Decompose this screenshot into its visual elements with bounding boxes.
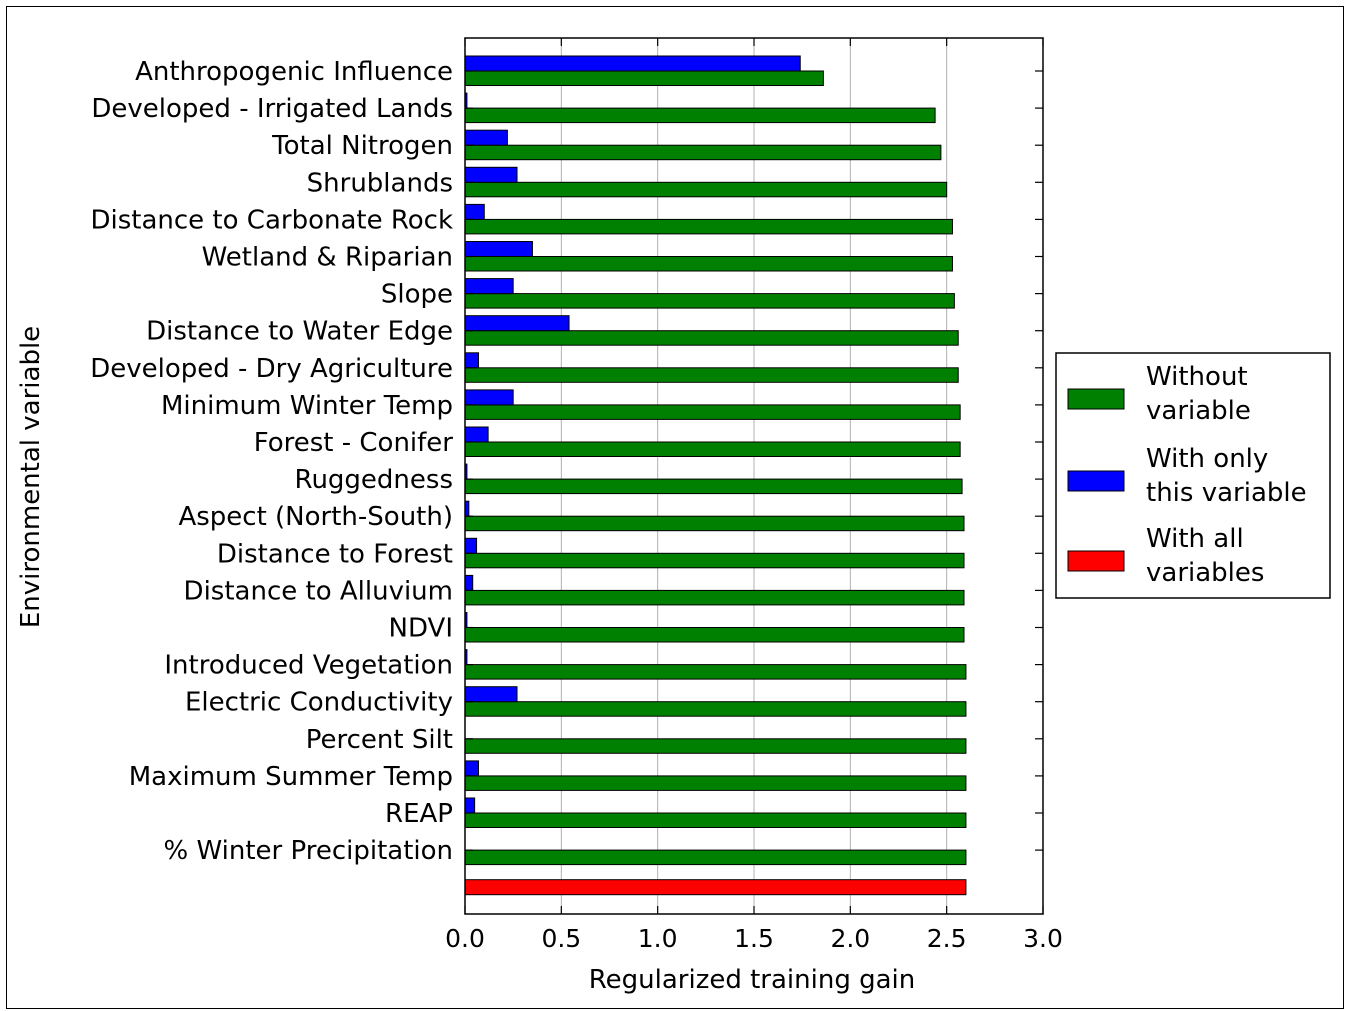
- category-label: Anthropogenic Influence: [135, 57, 453, 87]
- bar-without-variable: [464, 70, 824, 86]
- category-label: REAP: [385, 799, 453, 829]
- bar-with-only-this-variable: [464, 315, 570, 332]
- category-label: Forest - Conifer: [254, 428, 454, 458]
- bar-with-only-this-variable: [464, 241, 533, 257]
- bar-with-all-variables: [464, 879, 967, 896]
- bar-without-variable: [464, 589, 965, 606]
- bar-without-variable: [464, 256, 953, 272]
- bar-with-only-this-variable: [464, 352, 479, 369]
- legend-label: variable: [1146, 396, 1251, 426]
- category-label: % Winter Precipitation: [164, 836, 453, 866]
- bar-with-only-this-variable: [464, 537, 478, 554]
- bar-with-only-this-variable: [464, 129, 508, 146]
- bar-with-only-this-variable: [464, 278, 514, 295]
- category-label: Slope: [381, 280, 453, 310]
- category-label: Aspect (North-South): [178, 502, 453, 532]
- bar-without-variable: [464, 478, 963, 495]
- x-tick-label: 1.0: [638, 924, 678, 953]
- x-tick-label: 3.0: [1023, 924, 1063, 953]
- bar-without-variable: [464, 849, 967, 866]
- bar-without-variable: [464, 627, 965, 643]
- category-label: Total Nitrogen: [271, 131, 453, 161]
- bar-with-only-this-variable: [464, 426, 489, 443]
- bar-with-only-this-variable: [464, 797, 476, 814]
- bar-without-variable: [464, 812, 967, 828]
- bar-without-variable: [464, 664, 967, 680]
- legend-label: With only: [1146, 444, 1268, 474]
- legend-swatch: [1067, 388, 1125, 410]
- x-tick-label: 2.5: [927, 924, 967, 953]
- bar-without-variable: [464, 107, 936, 124]
- bars: [464, 55, 967, 896]
- category-label: Minimum Winter Temp: [161, 391, 453, 421]
- legend-swatch: [1067, 550, 1125, 572]
- category-label: Maximum Summer Temp: [129, 762, 453, 792]
- legend-swatch: [1067, 470, 1125, 492]
- bar-without-variable: [464, 738, 967, 754]
- bar-without-variable: [464, 552, 965, 569]
- bar-without-variable: [464, 330, 959, 346]
- ticks: [464, 38, 1044, 914]
- bar-with-only-this-variable: [464, 55, 801, 72]
- category-label: Shrublands: [307, 168, 453, 198]
- y-axis-label: Environmental variable: [16, 326, 46, 628]
- legend-label: variables: [1146, 558, 1264, 588]
- category-label: Distance to Carbonate Rock: [90, 205, 453, 235]
- x-tick-labels: 0.0 0.5 1.0 1.5 2.0 2.5 3.0: [445, 924, 1063, 953]
- x-tick-label: 2.0: [830, 924, 870, 953]
- category-label: Percent Silt: [306, 725, 453, 755]
- category-label: Wetland & Riparian: [202, 243, 453, 273]
- category-label: Distance to Alluvium: [184, 576, 453, 606]
- category-label: Developed - Dry Agriculture: [90, 354, 453, 384]
- bar-with-only-this-variable: [464, 389, 514, 406]
- bar-without-variable: [464, 181, 948, 198]
- x-tick-label: 0.5: [541, 924, 581, 953]
- category-labels: Anthropogenic Influence Developed - Irrig…: [90, 57, 453, 866]
- bar-without-variable: [464, 701, 967, 717]
- category-label: Developed - Irrigated Lands: [91, 94, 453, 124]
- legend-label: Without: [1146, 362, 1248, 392]
- bar-with-only-this-variable: [464, 166, 518, 183]
- bar-without-variable: [464, 367, 959, 383]
- category-label: Ruggedness: [295, 465, 453, 495]
- bar-without-variable: [464, 293, 955, 309]
- bar-with-only-this-variable: [464, 686, 518, 703]
- legend: Without variable With only this variable Wit…: [1055, 352, 1331, 599]
- x-tick-label: 1.5: [734, 924, 774, 953]
- bar-without-variable: [464, 441, 961, 457]
- legend-label: With all: [1146, 524, 1244, 554]
- bar-with-only-this-variable: [464, 760, 479, 777]
- bar-without-variable: [464, 144, 942, 161]
- bar-without-variable: [464, 775, 967, 791]
- category-label: Distance to Water Edge: [146, 317, 453, 347]
- bar-with-only-this-variable: [464, 574, 474, 591]
- bar-without-variable: [464, 218, 953, 235]
- category-label: NDVI: [389, 614, 453, 644]
- category-label: Distance to Forest: [217, 539, 453, 569]
- legend-label: this variable: [1146, 478, 1307, 508]
- x-axis-label: Regularized training gain: [589, 965, 916, 995]
- bar-with-only-this-variable: [464, 203, 485, 220]
- bar-without-variable: [464, 515, 965, 532]
- category-label: Electric Conductivity: [185, 688, 453, 718]
- category-label: Introduced Vegetation: [164, 651, 453, 681]
- bar-without-variable: [464, 404, 961, 420]
- x-tick-label: 0.0: [445, 924, 485, 953]
